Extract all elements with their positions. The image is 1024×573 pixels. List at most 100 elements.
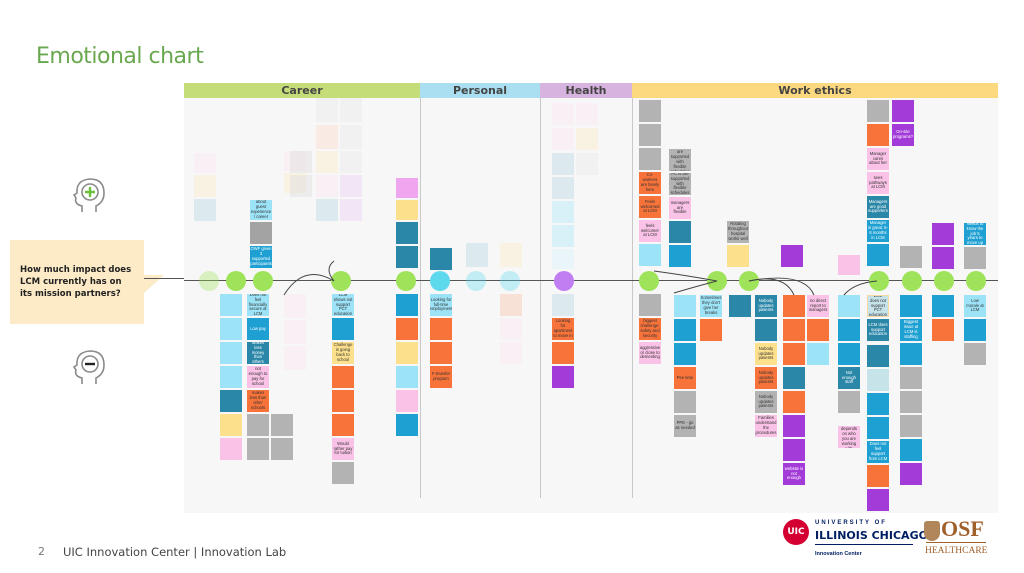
- sticky-note-faded: [552, 103, 574, 125]
- sticky-note: Nobody updates patients: [755, 367, 777, 389]
- sticky-note: Needs to know the job 5 years to move up: [964, 223, 986, 245]
- timeline-node[interactable]: [430, 271, 450, 291]
- timeline-node[interactable]: [934, 271, 954, 291]
- sticky-note: [838, 319, 860, 341]
- sticky-note: [783, 439, 805, 461]
- column-divider: [540, 98, 541, 498]
- timeline-node[interactable]: [902, 271, 922, 291]
- sticky-note: [247, 438, 269, 460]
- sticky-note-faded: [340, 151, 362, 173]
- sticky-note: Biggest issue at LCM is staffing: [900, 319, 922, 341]
- sticky-note: Pee time: [674, 367, 696, 389]
- sticky-note: [430, 342, 452, 364]
- sticky-note: Not enough staff: [838, 367, 860, 389]
- timeline-node[interactable]: [639, 271, 659, 291]
- sticky-note: [900, 391, 922, 413]
- sticky-note: Work load depends on who you are working…: [838, 426, 860, 448]
- timeline-node[interactable]: [331, 271, 351, 291]
- sticky-note: PPE - go as needed: [674, 415, 696, 437]
- timeline-node[interactable]: [199, 271, 219, 291]
- timeline-node[interactable]: [466, 271, 486, 291]
- osf-logo-name: OSF: [941, 516, 984, 541]
- sticky-note: [430, 318, 452, 340]
- sticky-note-faded: [552, 249, 574, 269]
- sticky-note-faded: [552, 128, 574, 150]
- sticky-note: [332, 462, 354, 484]
- sticky-note: Sometimes they don't give her breaks: [700, 295, 722, 317]
- sticky-note: Co-workers are family here: [639, 172, 661, 194]
- timeline-node[interactable]: [966, 271, 986, 291]
- sticky-note: Students are supported with flexible sch…: [669, 149, 691, 171]
- sticky-note-faded: [340, 98, 362, 122]
- sticky-note-faded: [552, 153, 574, 175]
- sticky-note: [783, 319, 805, 341]
- uic-logo-subtitle: Innovation Center: [815, 551, 862, 557]
- emotional-chart-board: Career Personal Health Work ethics Cares…: [184, 83, 998, 513]
- timeline-node[interactable]: [226, 271, 246, 291]
- sticky-note-faded: [340, 175, 362, 197]
- sticky-note-faded: [576, 103, 598, 125]
- slide-title: Emotional chart: [36, 44, 204, 69]
- sticky-note: [700, 319, 722, 341]
- callout-connector: [144, 278, 184, 279]
- sticky-note: [396, 222, 418, 244]
- sticky-note: [669, 221, 691, 243]
- sticky-note: [838, 295, 860, 317]
- timeline-node[interactable]: [739, 271, 759, 291]
- sticky-note: [932, 223, 954, 245]
- sticky-note: [220, 366, 242, 388]
- sticky-note: [396, 390, 418, 412]
- sticky-note: [332, 366, 354, 388]
- category-personal: Personal: [420, 83, 540, 98]
- sticky-note: [867, 369, 889, 391]
- sticky-note: not enough to pay for school: [247, 366, 269, 388]
- sticky-note: [396, 318, 418, 340]
- osf-logo-rule: [926, 542, 986, 543]
- osf-logo-subtitle: HEALTHCARE: [925, 546, 988, 556]
- sticky-note-faded: [284, 320, 306, 344]
- column-divider: [420, 98, 421, 498]
- sticky-note-faded: [500, 294, 522, 316]
- sticky-note: [838, 255, 860, 275]
- timeline-node[interactable]: [554, 271, 574, 291]
- sticky-note-faded: [290, 151, 312, 173]
- sticky-note-faded: [284, 173, 306, 193]
- sticky-note: [900, 463, 922, 485]
- timeline-node[interactable]: [500, 271, 520, 291]
- sticky-note: [220, 438, 242, 460]
- timeline-node[interactable]: [869, 271, 889, 291]
- sticky-note: [247, 414, 269, 436]
- sticky-note: [250, 222, 272, 244]
- sticky-note: [900, 367, 922, 389]
- sticky-note: [783, 343, 805, 365]
- sticky-note-faded: [284, 294, 306, 318]
- sticky-note: [639, 244, 661, 266]
- sticky-note: F-transfer program: [430, 366, 452, 388]
- timeline-axis: [184, 280, 998, 281]
- sticky-note: [271, 438, 293, 460]
- timeline-node[interactable]: [396, 271, 416, 291]
- sticky-note-faded: [290, 175, 312, 197]
- page-number: 2: [38, 545, 45, 558]
- footer-text: UIC Innovation Center | Innovation Lab: [63, 545, 287, 559]
- sticky-note-faded: [500, 243, 522, 267]
- sticky-note: sees pathways at LCM: [867, 172, 889, 194]
- sticky-note: Managers are good supporters: [867, 196, 889, 218]
- sticky-note: [807, 343, 829, 365]
- sticky-note: LCM does not support PCT education: [867, 295, 889, 317]
- sticky-note: [900, 415, 922, 437]
- sticky-note: On-site programs?: [892, 124, 914, 146]
- uic-logo: UIC: [783, 519, 809, 545]
- sticky-note: Low pay: [247, 318, 269, 340]
- sticky-note: Feels welcomed at LCM: [639, 196, 661, 218]
- sticky-note: Nobody updates patients: [755, 391, 777, 413]
- timeline-node[interactable]: [253, 271, 273, 291]
- sticky-note: [900, 439, 922, 461]
- sticky-note: [674, 319, 696, 341]
- sticky-note: [639, 124, 661, 146]
- sticky-note-faded: [340, 125, 362, 149]
- sticky-note: [674, 391, 696, 413]
- sticky-note: [396, 342, 418, 364]
- timeline-node[interactable]: [707, 271, 727, 291]
- category-work-ethics: Work ethics: [632, 83, 998, 98]
